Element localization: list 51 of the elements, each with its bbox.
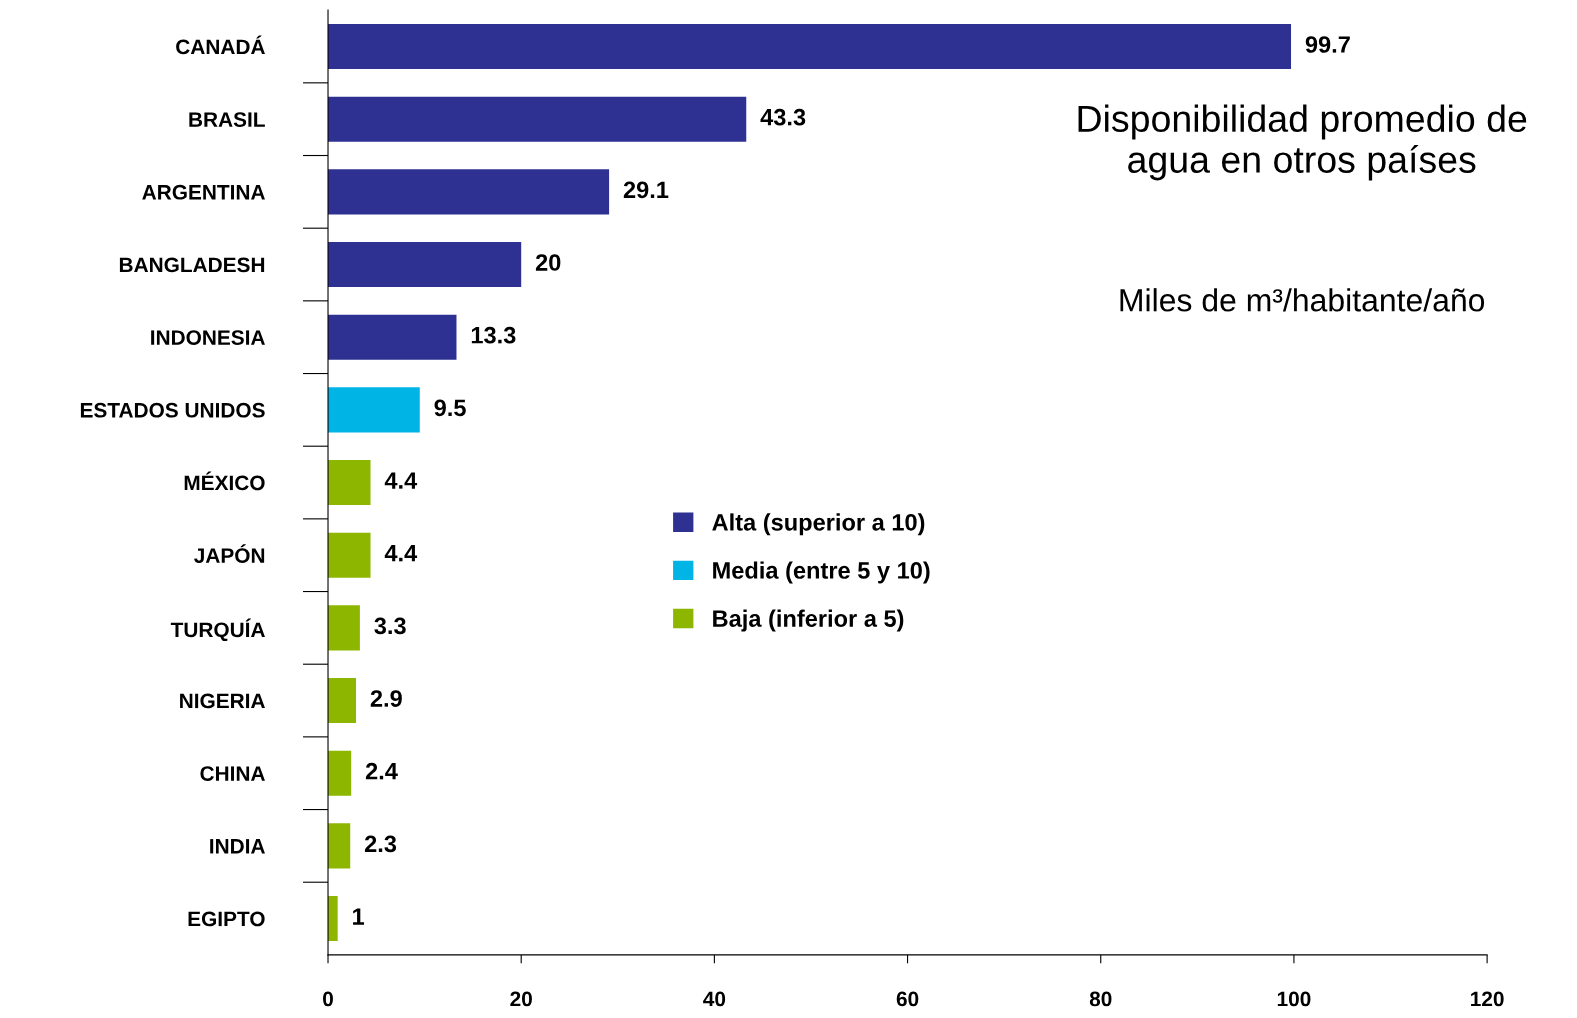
legend-label: Alta (superior a 10) bbox=[712, 513, 925, 536]
legend-label: Baja (inferior a 5) bbox=[713, 609, 904, 632]
data-label: 2.9 bbox=[370, 690, 402, 707]
y-tick-label: EGIPTO bbox=[188, 911, 265, 927]
bar bbox=[328, 823, 351, 869]
data-label: 9.5 bbox=[434, 399, 466, 417]
text: Miles de m³/habitante/año bbox=[1120, 288, 1485, 312]
data-label: 1 bbox=[353, 908, 365, 925]
bar bbox=[328, 532, 371, 578]
bar bbox=[328, 750, 352, 796]
x-tick-label: 40 bbox=[703, 991, 726, 1007]
bar bbox=[328, 169, 610, 215]
y-tick-label: ESTADOS UNIDOS bbox=[80, 402, 265, 418]
legend-label: Media (entre 5 y 10) bbox=[713, 561, 930, 584]
bar bbox=[328, 23, 1292, 70]
data-label: 99.7 bbox=[1305, 36, 1350, 53]
y-tick-label: JAPÓN bbox=[194, 544, 265, 563]
x-tick-label: 0 bbox=[323, 991, 333, 1007]
y-tick-label: BRASIL bbox=[189, 112, 265, 127]
y-tick-label: MÉXICO bbox=[184, 471, 265, 491]
y-tick-label: BANGLADESH bbox=[119, 257, 265, 273]
x-tick-label: 100 bbox=[1277, 991, 1311, 1007]
x-tick-label: 120 bbox=[1471, 991, 1504, 1007]
bar bbox=[328, 678, 357, 724]
data-label: 29.1 bbox=[623, 181, 669, 199]
bar bbox=[328, 314, 457, 360]
data-label: 2.4 bbox=[365, 762, 398, 780]
y-tick-label: CHINA bbox=[200, 766, 265, 781]
x-tick-label: 20 bbox=[510, 991, 532, 1007]
y-tick-label: INDIA bbox=[210, 839, 265, 854]
data-label: 43.3 bbox=[760, 108, 806, 126]
y-tick-label: CANADÁ bbox=[176, 35, 265, 55]
data-label: 13.3 bbox=[471, 326, 516, 344]
bar bbox=[328, 96, 747, 142]
data-label: 4.4 bbox=[384, 472, 418, 489]
x-tick-label: 80 bbox=[1089, 991, 1112, 1007]
y-tick-label: INDONESIA bbox=[151, 330, 265, 345]
bar bbox=[328, 387, 420, 433]
x-tick-label: 60 bbox=[896, 991, 919, 1007]
text: Disponibilidad promedio de agua en otros países bbox=[1078, 104, 1527, 181]
bar bbox=[328, 242, 522, 288]
data-label: 2.3 bbox=[364, 835, 397, 853]
bar bbox=[328, 896, 338, 942]
data-label: 3.3 bbox=[374, 617, 406, 635]
bar bbox=[328, 605, 360, 651]
data-label: 4.4 bbox=[384, 545, 418, 562]
bar bbox=[328, 460, 371, 506]
y-tick-label: ARGENTINA bbox=[142, 184, 265, 200]
y-tick-label: TURQUÍA bbox=[170, 618, 265, 642]
data-label: 20 bbox=[535, 254, 561, 271]
y-tick-label: NIGERIA bbox=[180, 693, 265, 709]
